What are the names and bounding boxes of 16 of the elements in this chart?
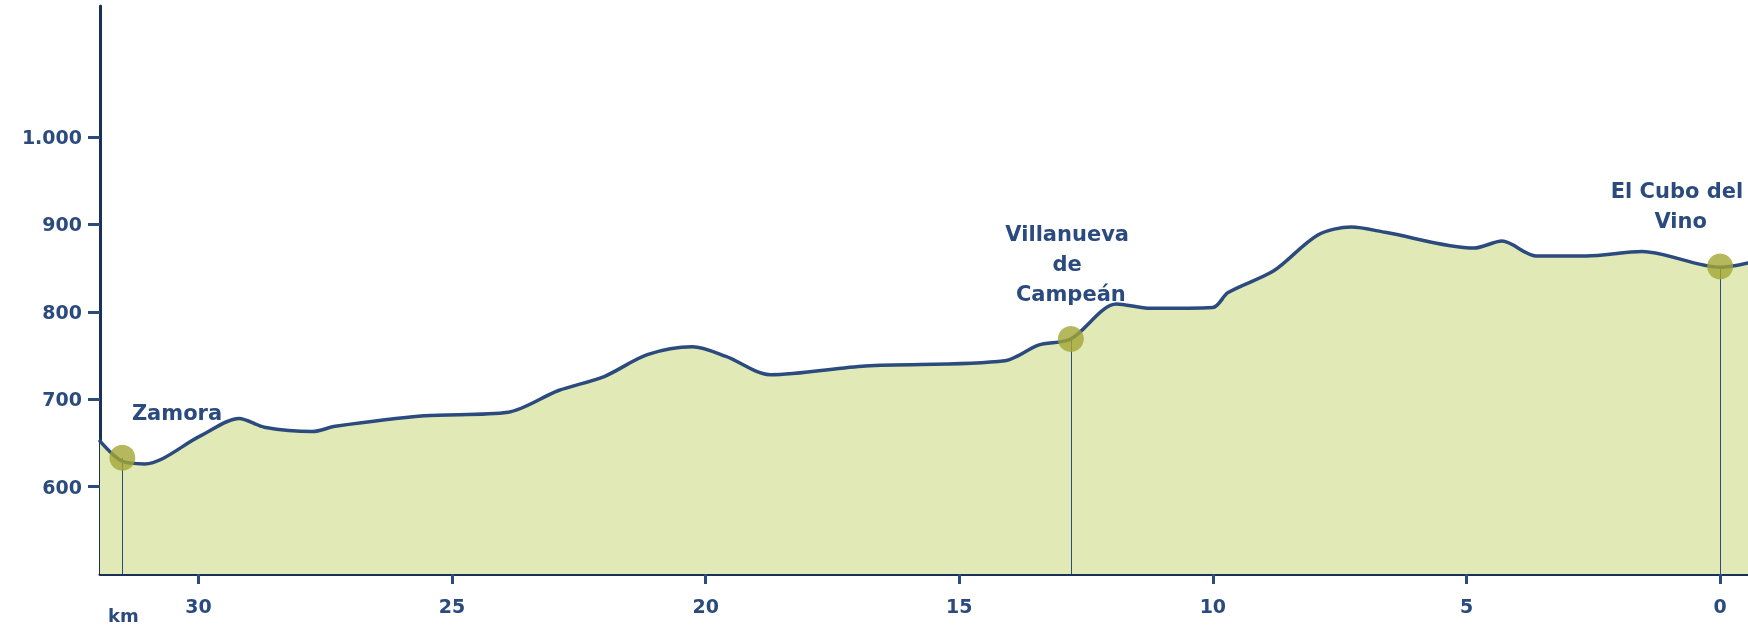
annotation: Zamora xyxy=(131,400,223,425)
y-tick-label: 600 xyxy=(42,475,82,498)
y-tick-label: 1.000 xyxy=(21,126,82,149)
y-tick-label: 700 xyxy=(42,388,82,411)
annotation: Villanueva de Campeán xyxy=(1005,221,1137,306)
y-tick-label: 900 xyxy=(42,213,82,236)
x-tick-label: 5 xyxy=(1459,594,1474,617)
x-tick-label: 25 xyxy=(438,594,466,617)
y-tick-label: 800 xyxy=(42,300,82,323)
x-axis-title: km xyxy=(108,604,139,626)
x-tick-label: 10 xyxy=(1199,594,1227,617)
x-tick-label: 0 xyxy=(1713,594,1727,617)
annotation: El Cubo del Vino xyxy=(1610,179,1744,234)
x-tick-label: 30 xyxy=(185,594,212,617)
x-tick-label: 20 xyxy=(692,594,719,617)
x-tick-label: 15 xyxy=(946,594,973,617)
